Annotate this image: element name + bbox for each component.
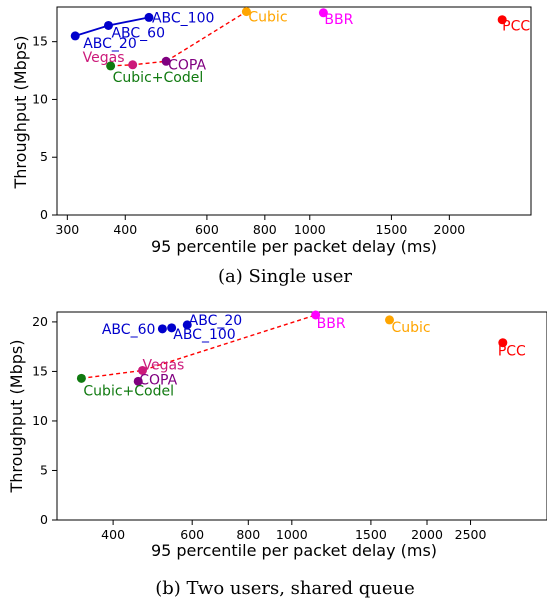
point-label-cubic: Cubic — [248, 10, 287, 26]
point-label-copa: COPA — [139, 372, 177, 388]
plot-area-a — [56, 6, 532, 216]
point-label-pcc: PCC — [498, 344, 526, 360]
point-label-cubic-codel: Cubic+Codel — [83, 383, 174, 399]
x-tick-label: 600 — [180, 527, 204, 542]
x-tick-label: 1500 — [355, 527, 387, 542]
point-label-pcc: PCC — [502, 19, 530, 35]
point-abc-60 — [157, 324, 167, 334]
point-abc-100 — [144, 12, 154, 22]
point-cubic-codel — [76, 373, 86, 383]
point-cubic — [241, 7, 251, 17]
y-tick-label: 5 — [40, 462, 48, 477]
point-label-vegas: Vegas — [142, 357, 184, 373]
x-tick-label: 1000 — [276, 527, 308, 542]
point-abc-20 — [70, 31, 80, 41]
point-label-abc-20: ABC_20 — [83, 36, 137, 52]
caption-a: (a) Single user — [218, 266, 352, 287]
x-tick-label: 400 — [101, 527, 125, 542]
x-axis-label-a: 95 percentile per packet delay (ms) — [151, 237, 437, 256]
x-tick-label: 800 — [253, 222, 277, 237]
panel-two-users: 400 600 800 1000 1500 2000 2500 0 5 10 15 20 ABC_60… — [7, 310, 547, 599]
y-tick-label: 15 — [32, 34, 48, 49]
y-tick-label: 20 — [32, 314, 48, 329]
point-label-cubic-codel: Cubic+Codel — [113, 70, 204, 86]
y-tick-label: 15 — [32, 363, 48, 378]
x-axis-label-b: 95 percentile per packet delay (ms) — [151, 541, 437, 560]
point-cubic — [384, 315, 394, 325]
point-vegas — [137, 365, 147, 375]
y-tick-label: 10 — [32, 91, 48, 106]
point-pcc — [497, 15, 507, 25]
x-tick-label: 600 — [195, 222, 219, 237]
point-label-abc-60: ABC_60 — [111, 25, 165, 41]
point-label-abc-60: ABC_60 — [102, 322, 156, 338]
y-tick-label: 0 — [40, 207, 48, 222]
point-pcc — [498, 338, 508, 348]
point-bbr — [311, 310, 321, 320]
point-label-vegas: Vegas — [83, 50, 125, 66]
point-cubic-codel — [106, 61, 116, 71]
point-vegas — [128, 60, 138, 70]
y-tick-label: 10 — [32, 413, 48, 428]
point-label-abc-20: ABC_20 — [189, 313, 243, 329]
point-bbr — [318, 8, 328, 18]
y-axis-label-b: Throughput (Mbps) — [7, 340, 26, 494]
x-tick-label: 2000 — [433, 222, 465, 237]
x-tick-label: 800 — [236, 527, 260, 542]
x-tick-label: 1500 — [376, 222, 408, 237]
point-label-abc-100: ABC_100 — [152, 10, 214, 26]
point-label-abc-100: ABC_100 — [173, 327, 235, 343]
y-tick-label: 0 — [40, 512, 48, 527]
point-abc-100 — [182, 320, 192, 330]
pareto-frontier-line — [110, 11, 247, 67]
point-abc-60 — [103, 20, 113, 30]
point-copa — [161, 56, 171, 66]
x-tick-label: 400 — [113, 222, 137, 237]
point-abc-20 — [167, 323, 177, 333]
point-label-bbr: BBR — [324, 12, 353, 28]
caption-b: (b) Two users, shared queue — [155, 578, 414, 599]
point-label-copa: COPA — [168, 57, 206, 73]
y-tick-label: 5 — [40, 149, 48, 164]
x-tick-label: 1000 — [294, 222, 326, 237]
y-axis-label-a: Throughput (Mbps) — [11, 36, 30, 190]
x-tick-label: 2500 — [455, 527, 487, 542]
pareto-frontier-line — [81, 314, 316, 380]
point-label-cubic: Cubic — [391, 320, 430, 336]
plot-area-b — [56, 311, 547, 521]
point-label-bbr: BBR — [317, 316, 346, 332]
x-tick-label: 300 — [55, 222, 79, 237]
point-copa — [133, 376, 143, 386]
x-tick-label: 2000 — [411, 527, 443, 542]
